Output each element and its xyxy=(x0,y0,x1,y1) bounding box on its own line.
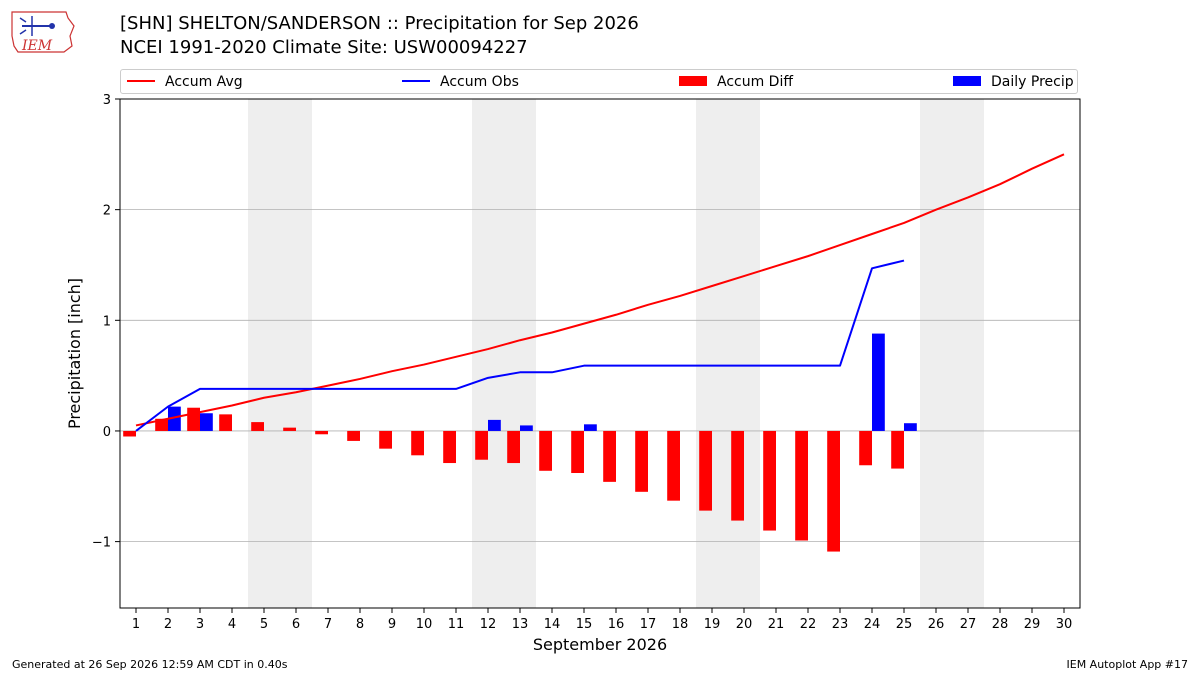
plot-frame xyxy=(119,98,1081,609)
xtick-label-21: 21 xyxy=(768,617,785,632)
legend: Accum Avg Accum Obs Accum Diff Daily Pre… xyxy=(120,69,1078,94)
daily-bar-day-24 xyxy=(872,333,885,431)
xtick-label-24: 24 xyxy=(864,617,881,632)
xtick-label-11: 11 xyxy=(448,617,465,632)
iem-logo: IEM xyxy=(11,11,75,54)
daily-bar-day-25 xyxy=(904,423,917,431)
xtick-label-25: 25 xyxy=(896,617,913,632)
legend-accum-avg-swatch xyxy=(127,80,155,82)
diff-bar-day-20 xyxy=(731,430,744,521)
weekend-shade-2 xyxy=(696,99,760,608)
xtick-label-18: 18 xyxy=(672,617,689,632)
diff-bar-day-10 xyxy=(411,430,424,456)
legend-daily-precip-swatch xyxy=(953,76,981,86)
xtick-label-7: 7 xyxy=(324,617,332,632)
legend-daily-precip-label: Daily Precip xyxy=(991,74,1074,90)
daily-bar-day-2 xyxy=(168,406,181,431)
xtick-label-22: 22 xyxy=(800,617,817,632)
diff-bar-day-11 xyxy=(443,430,456,464)
ytick-label-2: 1 xyxy=(103,314,111,329)
xtick-label-6: 6 xyxy=(292,617,300,632)
xtick-label-12: 12 xyxy=(480,617,497,632)
diff-bar-day-4 xyxy=(219,414,232,431)
legend-accum-obs: Accum Obs xyxy=(402,73,519,91)
xtick-label-27: 27 xyxy=(960,617,977,632)
daily-bar-day-13 xyxy=(520,425,533,431)
xtick-label-8: 8 xyxy=(356,617,364,632)
diff-bar-day-1 xyxy=(123,430,136,437)
footer-generated: Generated at 26 Sep 2026 12:59 AM CDT in… xyxy=(12,658,288,671)
xtick-label-9: 9 xyxy=(388,617,396,632)
xtick-label-15: 15 xyxy=(576,617,593,632)
weekend-shade-3 xyxy=(920,99,984,608)
footer-app: IEM Autoplot App #17 xyxy=(1066,658,1189,671)
diff-bar-day-25 xyxy=(891,430,904,469)
legend-accum-diff-label: Accum Diff xyxy=(717,74,794,90)
diff-bar-day-6 xyxy=(283,427,296,431)
xtick-label-16: 16 xyxy=(608,617,625,632)
accum-avg-line xyxy=(135,153,1065,427)
legend-accum-avg-label: Accum Avg xyxy=(165,74,243,90)
xtick-label-4: 4 xyxy=(228,617,236,632)
diff-bar-day-2 xyxy=(155,418,168,431)
diff-bar-day-14 xyxy=(539,430,552,471)
diff-bar-day-5 xyxy=(251,422,264,431)
diff-bar-day-16 xyxy=(603,430,616,482)
legend-accum-obs-swatch xyxy=(402,80,430,82)
xtick-label-26: 26 xyxy=(928,617,945,632)
xtick-label-23: 23 xyxy=(832,617,849,632)
diff-bar-day-24 xyxy=(859,430,872,466)
svg-text:IEM: IEM xyxy=(21,38,53,54)
accum-obs-line xyxy=(135,259,905,432)
diff-bar-day-13 xyxy=(507,430,520,464)
diff-bar-day-7 xyxy=(315,430,328,435)
legend-accum-diff-swatch xyxy=(679,76,707,86)
legend-accum-diff: Accum Diff xyxy=(679,73,793,91)
weekend-shade-0 xyxy=(248,99,312,608)
legend-accum-obs-label: Accum Obs xyxy=(440,74,519,90)
x-axis-label: September 2026 xyxy=(533,635,667,654)
xtick-label-29: 29 xyxy=(1024,617,1041,632)
xtick-label-13: 13 xyxy=(512,617,529,632)
xtick-label-20: 20 xyxy=(736,617,753,632)
title-line-1: [SHN] SHELTON/SANDERSON :: Precipitation… xyxy=(120,13,639,34)
diff-bar-day-17 xyxy=(635,430,648,492)
xtick-label-17: 17 xyxy=(640,617,657,632)
xtick-label-14: 14 xyxy=(544,617,561,632)
diff-bar-day-12 xyxy=(475,430,488,460)
diff-bar-day-8 xyxy=(347,430,360,441)
diff-bar-day-15 xyxy=(571,430,584,474)
diff-bar-day-19 xyxy=(699,430,712,511)
diff-bar-day-9 xyxy=(379,430,392,449)
chart-title: [SHN] SHELTON/SANDERSON :: Precipitation… xyxy=(120,12,639,60)
ytick-label-0: −1 xyxy=(92,536,111,551)
title-line-2: NCEI 1991-2020 Climate Site: USW00094227 xyxy=(120,37,528,58)
daily-bar-day-12 xyxy=(488,419,501,431)
xtick-label-30: 30 xyxy=(1056,617,1073,632)
xtick-label-10: 10 xyxy=(416,617,433,632)
diff-bar-day-22 xyxy=(795,430,808,541)
xtick-label-1: 1 xyxy=(132,617,140,632)
ytick-label-3: 2 xyxy=(103,204,111,219)
ytick-label-4: 3 xyxy=(103,93,111,108)
xtick-label-3: 3 xyxy=(196,617,204,632)
xtick-label-5: 5 xyxy=(260,617,268,632)
xtick-label-19: 19 xyxy=(704,617,721,632)
diff-bar-day-21 xyxy=(763,430,776,531)
diff-bar-day-3 xyxy=(187,407,200,431)
daily-bar-day-15 xyxy=(584,424,597,431)
daily-bar-day-3 xyxy=(200,413,213,431)
ytick-label-1: 0 xyxy=(103,425,111,440)
diff-bar-day-23 xyxy=(827,430,840,552)
xtick-label-28: 28 xyxy=(992,617,1009,632)
y-axis-label: Precipitation [inch] xyxy=(65,278,84,429)
weekend-shade-1 xyxy=(472,99,536,608)
legend-daily-precip: Daily Precip xyxy=(953,73,1074,91)
xtick-label-2: 2 xyxy=(164,617,172,632)
legend-accum-avg: Accum Avg xyxy=(127,73,243,91)
diff-bar-day-18 xyxy=(667,430,680,501)
